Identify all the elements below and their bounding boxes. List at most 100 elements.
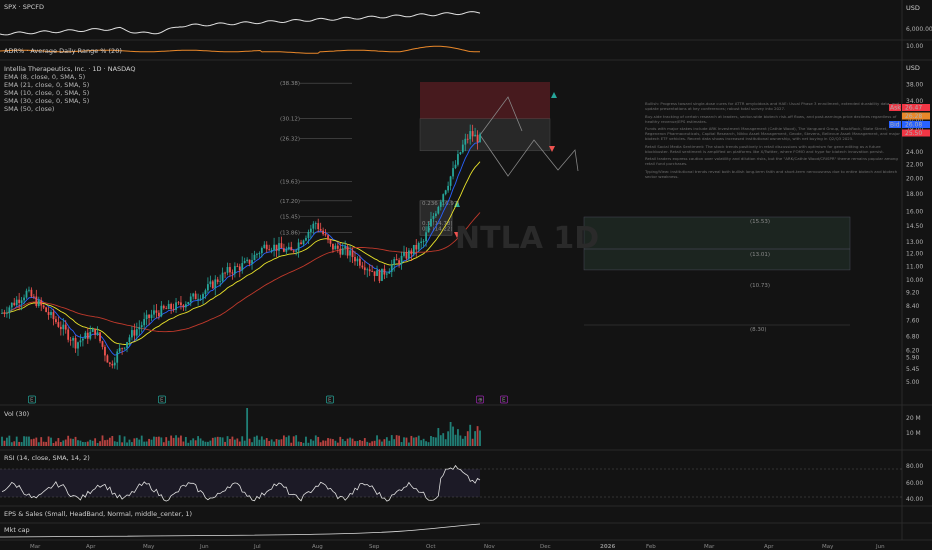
volume-bar <box>229 438 231 446</box>
volume-bar <box>238 441 241 446</box>
volume-bar <box>1 436 3 446</box>
volume-bar <box>275 439 278 446</box>
candle-body <box>457 154 459 165</box>
candle-body <box>297 242 300 251</box>
candle-body <box>287 246 290 250</box>
candle-body <box>356 258 359 262</box>
indicator-sma10[interactable]: SMA (10, close, 0, SMA, 5) <box>4 89 90 97</box>
candle-body <box>148 314 150 319</box>
candle-body <box>312 223 315 229</box>
quote-badge-value: 26.47 <box>905 105 922 112</box>
candle-body <box>427 226 430 233</box>
time-axis-label: May <box>143 544 155 550</box>
candle-body <box>464 138 467 145</box>
candle-body <box>15 299 18 306</box>
event-marker-label: ⊕ <box>478 398 483 404</box>
volume-bar <box>412 437 415 446</box>
volume-bar <box>405 437 408 446</box>
spx-line <box>0 11 481 36</box>
volume-bar <box>32 438 35 446</box>
candle-body <box>86 332 89 339</box>
volume-bar <box>452 426 454 446</box>
spx-axis-label: 6,000.00 <box>906 26 932 33</box>
indicator-ema8[interactable]: EMA (8, close, 0, SMA, 5) <box>4 73 86 81</box>
candle-body <box>42 305 45 308</box>
quote-badge-value: 26.28 <box>905 113 922 120</box>
volume-bar <box>47 436 50 446</box>
volume-bar <box>224 441 226 446</box>
volume-bar <box>192 438 195 446</box>
volume-bar <box>346 438 349 446</box>
volume-bar <box>434 437 437 446</box>
volume-bar <box>398 435 401 446</box>
volume-bar <box>160 437 163 446</box>
candle-body <box>346 246 349 256</box>
event-marker <box>476 395 484 404</box>
volume-bar <box>464 436 467 446</box>
candle-body <box>194 293 197 300</box>
volume-bar <box>197 436 200 446</box>
candle-body <box>162 305 165 309</box>
volume-bar <box>180 435 182 446</box>
indicator-sma50[interactable]: SMA (50, close) <box>4 105 55 113</box>
volume-bar <box>400 442 403 446</box>
volume-bar <box>67 435 70 446</box>
volume-bar <box>118 435 121 446</box>
volume-bar <box>79 440 82 446</box>
candle-body <box>94 328 97 335</box>
volume-bar <box>157 436 160 446</box>
candle-body <box>376 270 378 276</box>
candle-body <box>10 302 13 308</box>
event-marker <box>500 395 508 404</box>
note-item: Funds with major stakes include ARK Inve… <box>645 126 900 142</box>
note-item: Typing/View: institutional trends reveal… <box>645 168 898 179</box>
volume-bar <box>221 437 224 446</box>
volume-bar <box>23 436 25 446</box>
candle-body <box>140 325 143 328</box>
volume-bar <box>479 430 481 446</box>
candle-body <box>192 293 195 297</box>
candle-body <box>469 131 472 140</box>
volume-bar <box>170 435 173 446</box>
candle-body <box>18 299 21 303</box>
quote-badge-value: 25.50 <box>905 130 922 137</box>
candle-body <box>417 242 420 250</box>
indicator-ema21[interactable]: EMA (21, close, 0, SMA, 5) <box>4 81 90 89</box>
candle-body <box>226 267 229 273</box>
indicator-sma30[interactable]: SMA (30, close, 0, SMA, 5) <box>4 97 90 105</box>
volume-bar <box>8 435 11 446</box>
volume-bar <box>381 441 383 446</box>
candle-body <box>216 279 219 282</box>
candle-body <box>309 228 312 232</box>
candle-body <box>89 331 92 339</box>
volume-bar <box>50 437 52 446</box>
candle-body <box>77 342 79 349</box>
time-axis-label: Aug <box>312 544 323 550</box>
volume-bar <box>437 428 440 446</box>
volume-bar <box>430 436 432 446</box>
price-axis-label: 22.00 <box>906 162 923 169</box>
price-axis-label: 14.50 <box>906 223 923 230</box>
volume-bar <box>194 440 197 446</box>
volume-bar <box>253 436 256 446</box>
candle-body <box>307 231 310 238</box>
candle-body <box>344 246 347 249</box>
retracement-box <box>419 200 453 236</box>
volume-bar <box>89 439 92 446</box>
adr-axis-label: 10.00 <box>906 43 923 50</box>
time-axis: E E E ⊕ E Mar Apr May Jun Jul Aug Sep Oct Nov Dec 2026 F… <box>28 395 885 550</box>
volume-bar <box>172 437 175 446</box>
candle-body <box>238 266 241 271</box>
volume-bar <box>10 442 13 446</box>
volume-bar <box>363 438 366 446</box>
candle-body <box>229 267 231 273</box>
time-axis-label: Apr <box>86 544 96 550</box>
candle-body <box>471 131 474 137</box>
candle-body <box>81 338 84 341</box>
price-axis-label: 38.00 <box>906 82 923 89</box>
candle-body <box>84 332 87 339</box>
volume-bar <box>231 436 234 446</box>
fib-label: (13.86) <box>280 230 300 236</box>
candle-body <box>6 312 8 314</box>
volume-bar <box>155 436 158 446</box>
